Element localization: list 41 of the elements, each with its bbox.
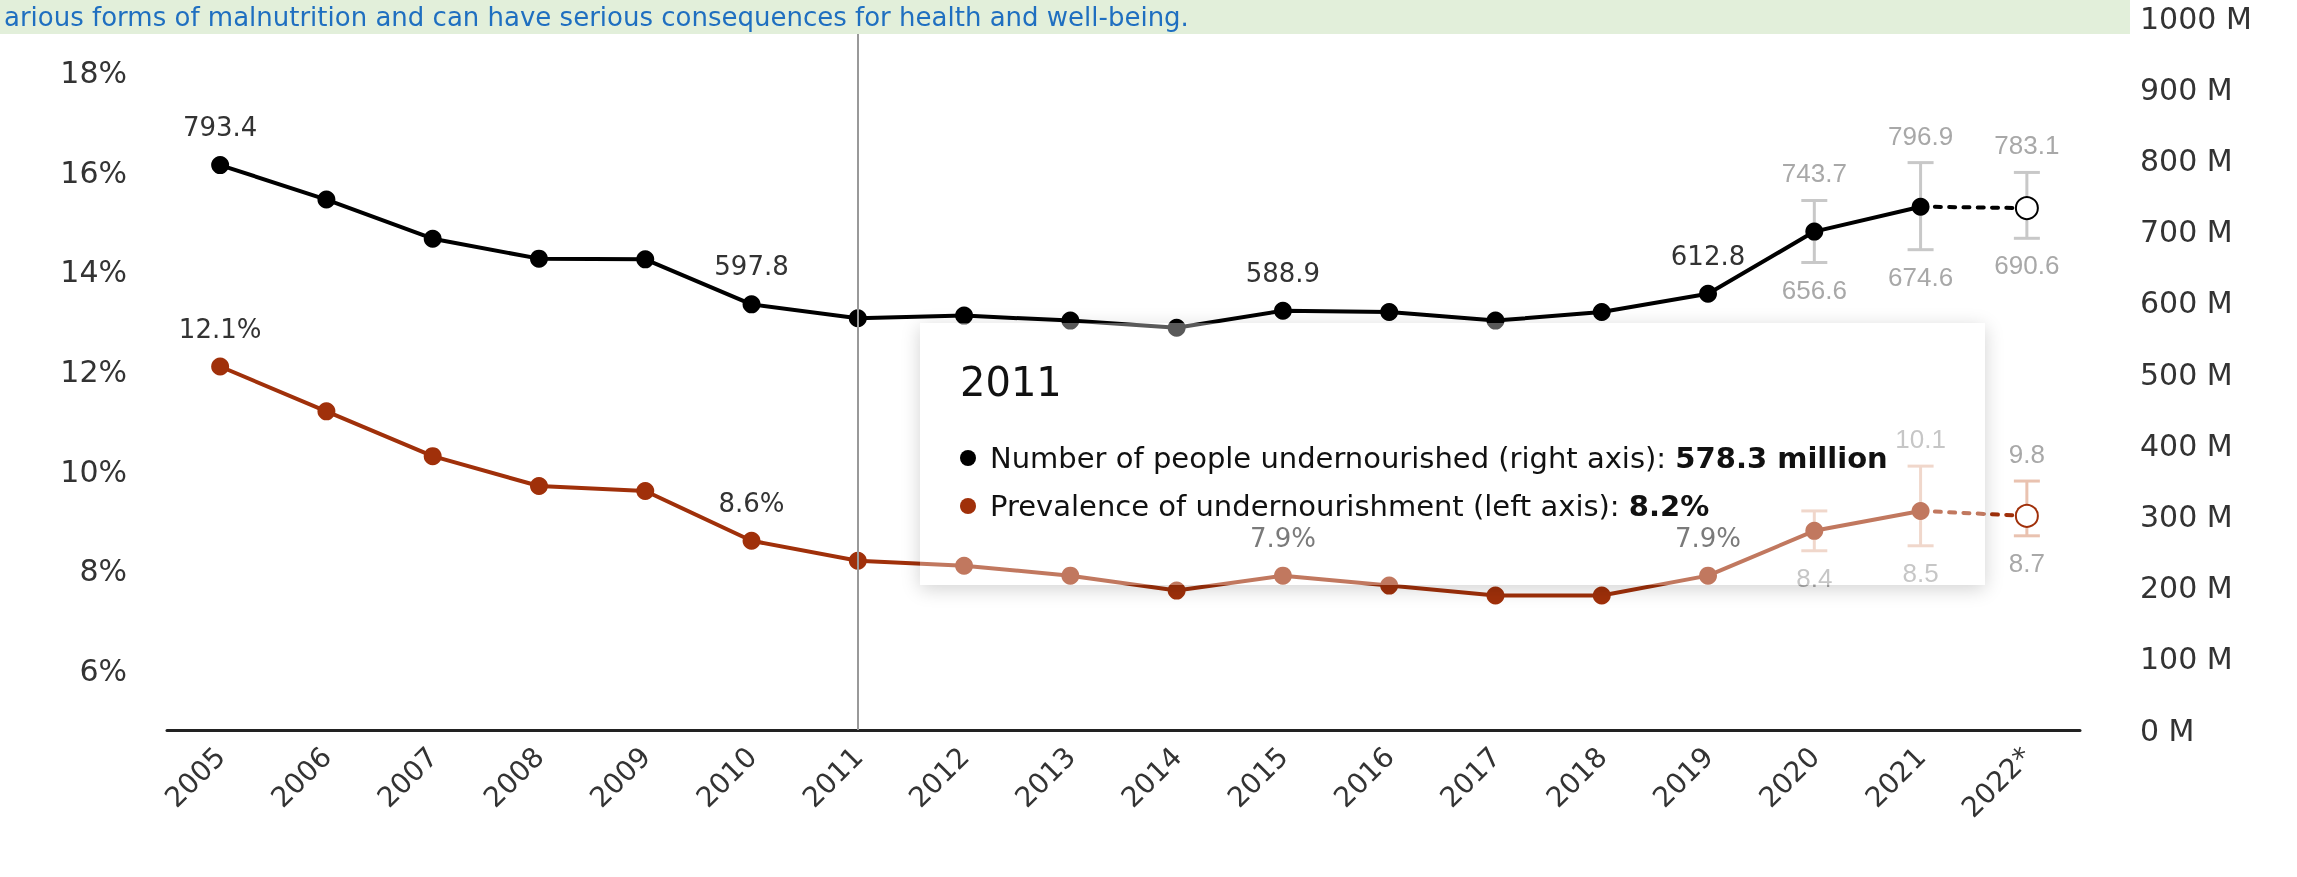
annotation: 2011 (960, 359, 1063, 405)
y-tick-label: 14% (60, 254, 127, 290)
y-tick-label: 18% (60, 55, 127, 91)
y2-tick-label: 700 M (2140, 214, 2233, 250)
annotation: 8.4 (1796, 562, 1833, 593)
y-tick-label: 10% (60, 453, 127, 489)
y-tick-label: 12% (60, 354, 127, 390)
data-label: 7.9% (1675, 522, 1742, 553)
annotation: 9.8 (2008, 439, 2045, 470)
data-label: 597.8 (714, 251, 789, 282)
y2-tick-label: 100 M (2140, 641, 2233, 677)
y-tick-label: 6% (79, 652, 127, 688)
data-label: 588.9 (1245, 257, 1321, 288)
y2-tick-label: 400 M (2140, 427, 2233, 463)
y2-tick-label: 500 M (2140, 356, 2233, 392)
annotation: 8.7 (2008, 547, 2045, 578)
annotation: 783.1 (1994, 130, 2060, 161)
annotation: Prevalence of undernourishment (left axis): 8.2% (990, 489, 1710, 523)
y2-tick-label: 0 M (2140, 712, 2195, 748)
y2-tick-label: 1000 M (2140, 0, 2252, 36)
y2-tick-label: 900 M (2140, 71, 2233, 107)
text-banner: arious forms of malnutrition and can have serious consequences for health and well-being. (0, 0, 2130, 34)
y-tick-label: 8% (79, 553, 127, 589)
annotation: 8.5 (1902, 557, 1939, 588)
annotation: 743.7 (1781, 158, 1847, 189)
data-label: 612.8 (1670, 240, 1746, 271)
data-label: 793.4 (182, 112, 258, 143)
annotation: 10.1 (1895, 424, 1946, 455)
data-label: 7.9% (1249, 522, 1316, 553)
annotation: 674.6 (1888, 261, 1954, 292)
y2-tick-label: 600 M (2140, 285, 2233, 321)
annotation: 796.9 (1888, 120, 1954, 151)
annotation: 656.6 (1781, 274, 1847, 305)
y2-tick-label: 800 M (2140, 142, 2233, 178)
data-label: 8.6% (718, 487, 785, 518)
y2-tick-label: 200 M (2140, 570, 2233, 606)
y-tick-label: 16% (60, 154, 127, 190)
annotation: Number of people undernourished (right axis): 578.3 million (990, 441, 1888, 475)
data-label: 12.1% (178, 313, 262, 344)
annotation: 690.6 (1994, 250, 2060, 281)
y2-tick-label: 300 M (2140, 498, 2233, 534)
